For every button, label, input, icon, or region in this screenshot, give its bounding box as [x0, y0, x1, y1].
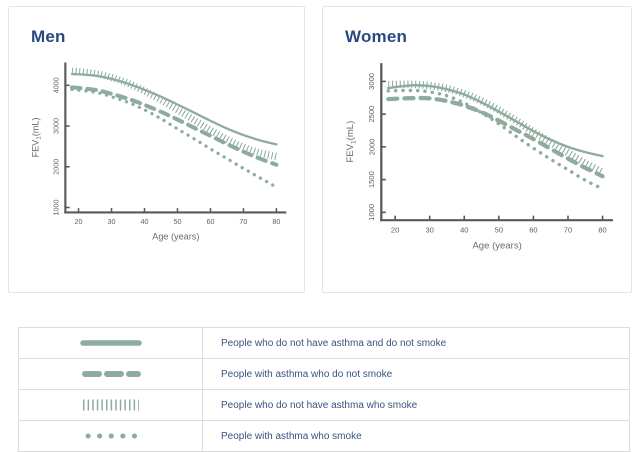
- svg-text:20: 20: [75, 217, 83, 226]
- svg-text:50: 50: [173, 217, 181, 226]
- legend-row: People with asthma who smoke: [18, 420, 630, 452]
- legend-row: People who do not have asthma who smoke: [18, 389, 630, 421]
- legend-label: People with asthma who smoke: [202, 420, 630, 452]
- svg-text:30: 30: [108, 217, 116, 226]
- legend-table: People who do not have asthma and do not…: [18, 327, 630, 452]
- svg-text:3000: 3000: [52, 118, 61, 134]
- men-chart-title: Men: [31, 27, 66, 46]
- svg-text:60: 60: [206, 217, 214, 226]
- women-chart: 20 30 40 50 60 70 80 1000 1500 2000 2500 3000 Age (y…: [339, 51, 621, 273]
- legend-row: People with asthma who do not smoke: [18, 358, 630, 390]
- men-chart-card: Men 20 30 40 50 60 70 80 1000 2000 3000 4000 Age (y…: [8, 6, 305, 293]
- charts-row: Men 20 30 40 50 60 70 80 1000 2000 3000 4000 Age (y…: [8, 6, 632, 293]
- svg-text:FEV1(mL): FEV1(mL): [345, 121, 357, 163]
- women-chart-title: Women: [345, 27, 408, 46]
- men-chart: 20 30 40 50 60 70 80 1000 2000 3000 4000 Age (years…: [25, 51, 294, 262]
- women-chart-svg: 20 30 40 50 60 70 80 1000 1500 2000 2500 3000 Age (y…: [345, 63, 613, 251]
- svg-text:40: 40: [460, 225, 468, 234]
- svg-text:40: 40: [141, 217, 149, 226]
- legend-marker-dashed-line-icon: [18, 358, 203, 390]
- legend-marker-hatched-line-icon: [18, 389, 203, 421]
- svg-text:80: 80: [598, 225, 606, 234]
- women-chart-card: Women 20 30 40 50 60 70 80 1000 1500 2000 2500 3000…: [322, 6, 632, 293]
- svg-text:4000: 4000: [52, 77, 61, 93]
- svg-text:70: 70: [564, 225, 572, 234]
- svg-text:70: 70: [239, 217, 247, 226]
- svg-text:1000: 1000: [367, 204, 376, 221]
- legend-label: People with asthma who do not smoke: [202, 358, 630, 390]
- svg-text:3000: 3000: [367, 73, 376, 90]
- men-chart-svg: 20 30 40 50 60 70 80 1000 2000 3000 4000 Age (years…: [30, 62, 287, 241]
- legend-label: People who do not have asthma and do not…: [202, 327, 630, 359]
- legend-row: People who do not have asthma and do not…: [18, 327, 630, 359]
- svg-text:50: 50: [495, 225, 503, 234]
- svg-text:20: 20: [391, 225, 399, 234]
- svg-text:2500: 2500: [367, 106, 376, 123]
- svg-text:60: 60: [529, 225, 537, 234]
- svg-text:2000: 2000: [52, 159, 61, 175]
- svg-text:FEV1(mL): FEV1(mL): [30, 117, 42, 157]
- svg-text:30: 30: [426, 225, 434, 234]
- svg-text:80: 80: [272, 217, 280, 226]
- legend-marker-dotted-line-icon: [18, 420, 203, 452]
- svg-text:Age (years): Age (years): [152, 231, 199, 241]
- svg-text:2000: 2000: [367, 138, 376, 155]
- svg-text:1000: 1000: [52, 199, 61, 215]
- svg-text:1500: 1500: [367, 171, 376, 188]
- svg-text:Age (years): Age (years): [472, 240, 521, 251]
- legend-marker-solid-line-icon: [18, 327, 203, 359]
- legend-label: People who do not have asthma who smoke: [202, 389, 630, 421]
